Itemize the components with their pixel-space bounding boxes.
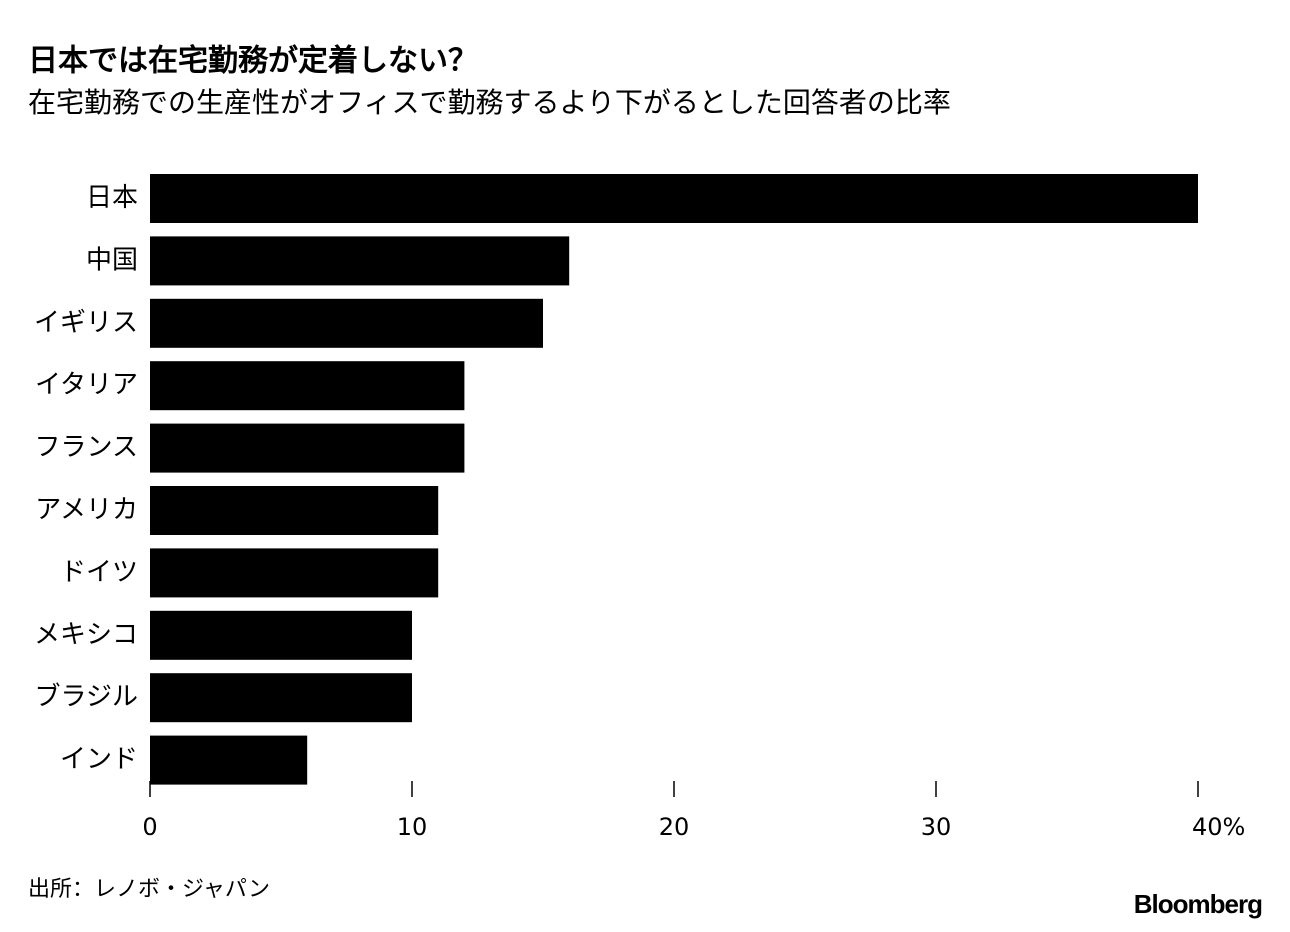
y-tick-label: イギリス: [34, 308, 138, 338]
y-tick-label: メキシコ: [34, 620, 138, 650]
bar: [150, 423, 465, 473]
x-tick-label: 10: [397, 813, 428, 841]
bar: [150, 548, 439, 598]
bar: [150, 610, 412, 660]
y-tick-label: インド: [60, 745, 138, 775]
x-tick-label: 20: [659, 813, 690, 841]
y-tick-label: イタリア: [35, 370, 138, 400]
y-tick-label: アメリカ: [35, 495, 138, 525]
y-tick-label: 日本: [86, 183, 138, 213]
bar: [150, 486, 439, 535]
bar: [150, 361, 465, 411]
bar: [150, 735, 308, 785]
logo: Bloomberg: [1134, 889, 1262, 919]
source: 出所：レノボ・ジャパン: [28, 877, 270, 902]
x-tick-label: 30: [921, 813, 952, 841]
bar: [150, 174, 1198, 223]
chart-subtitle: 在宅勤務での生産性がオフィスで勤務するより下がるとした回答者の比率: [28, 86, 951, 119]
bar: [150, 236, 570, 286]
x-tick-label: 40%: [1192, 813, 1245, 841]
x-tick-label: 0: [142, 813, 157, 841]
bar: [150, 673, 412, 723]
bar: [150, 298, 543, 348]
y-tick-label: ブラジル: [35, 682, 138, 712]
y-tick-label: ドイツ: [60, 557, 138, 587]
y-tick-label: 中国: [86, 245, 138, 275]
y-tick-label: フランス: [35, 433, 138, 463]
chart-title: 日本では在宅勤務が定着しない？: [28, 44, 478, 79]
